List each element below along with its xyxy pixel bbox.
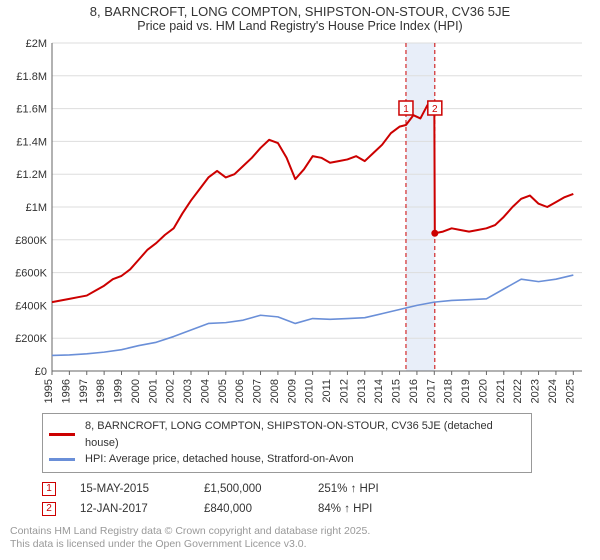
svg-text:2009: 2009 bbox=[286, 379, 298, 403]
svg-text:2025: 2025 bbox=[564, 379, 576, 403]
attribution-text: Contains HM Land Registry data © Crown c… bbox=[10, 525, 590, 552]
svg-text:2020: 2020 bbox=[477, 379, 489, 403]
svg-text:1996: 1996 bbox=[60, 379, 72, 403]
svg-text:2017: 2017 bbox=[425, 379, 437, 403]
svg-text:£1.8M: £1.8M bbox=[16, 71, 47, 83]
chart-title-line1: 8, BARNCROFT, LONG COMPTON, SHIPSTON-ON-… bbox=[0, 4, 600, 19]
svg-text:1997: 1997 bbox=[78, 379, 90, 403]
sale-vs-hpi-1: 251% ↑ HPI bbox=[318, 483, 379, 495]
svg-text:2012: 2012 bbox=[338, 379, 350, 403]
sale-date-2: 12-JAN-2017 bbox=[80, 503, 180, 515]
svg-text:2019: 2019 bbox=[460, 379, 472, 403]
svg-text:2: 2 bbox=[432, 104, 438, 115]
svg-text:2004: 2004 bbox=[199, 379, 211, 403]
attribution-line1: Contains HM Land Registry data © Crown c… bbox=[10, 525, 590, 539]
svg-text:1995: 1995 bbox=[43, 379, 55, 403]
sale-price-2: £840,000 bbox=[204, 503, 294, 515]
svg-text:1998: 1998 bbox=[95, 379, 107, 403]
svg-text:2007: 2007 bbox=[252, 379, 264, 403]
svg-text:2018: 2018 bbox=[443, 379, 455, 403]
svg-text:1: 1 bbox=[403, 104, 409, 115]
svg-text:2013: 2013 bbox=[356, 379, 368, 403]
svg-text:£1.2M: £1.2M bbox=[16, 169, 47, 181]
svg-text:2010: 2010 bbox=[304, 379, 316, 403]
svg-text:1999: 1999 bbox=[113, 379, 125, 403]
sale-vs-hpi-2: 84% ↑ HPI bbox=[318, 503, 372, 515]
svg-text:2008: 2008 bbox=[269, 379, 281, 403]
legend-row-hpi: HPI: Average price, detached house, Stra… bbox=[49, 451, 525, 468]
svg-text:2011: 2011 bbox=[321, 379, 333, 403]
legend-swatch-hpi bbox=[49, 458, 75, 461]
svg-text:2003: 2003 bbox=[182, 379, 194, 403]
sale-marker-2: 2 bbox=[42, 502, 56, 516]
svg-text:2023: 2023 bbox=[530, 379, 542, 403]
svg-text:2021: 2021 bbox=[495, 379, 507, 403]
sale-row-1: 1 15-MAY-2015 £1,500,000 251% ↑ HPI bbox=[42, 479, 590, 499]
svg-text:£200K: £200K bbox=[15, 333, 47, 345]
svg-text:2000: 2000 bbox=[130, 379, 142, 403]
sale-row-2: 2 12-JAN-2017 £840,000 84% ↑ HPI bbox=[42, 499, 590, 519]
sale-events: 1 15-MAY-2015 £1,500,000 251% ↑ HPI 2 12… bbox=[42, 479, 590, 519]
svg-text:£1.6M: £1.6M bbox=[16, 104, 47, 116]
svg-text:£1M: £1M bbox=[26, 202, 47, 214]
chart-legend: 8, BARNCROFT, LONG COMPTON, SHIPSTON-ON-… bbox=[42, 413, 532, 473]
svg-text:2014: 2014 bbox=[373, 379, 385, 403]
sale-date-1: 15-MAY-2015 bbox=[80, 483, 180, 495]
svg-text:2024: 2024 bbox=[547, 379, 559, 403]
svg-text:£0: £0 bbox=[35, 366, 47, 378]
svg-text:2005: 2005 bbox=[217, 379, 229, 403]
svg-text:£400K: £400K bbox=[15, 300, 47, 312]
svg-text:2006: 2006 bbox=[234, 379, 246, 403]
svg-text:2002: 2002 bbox=[165, 379, 177, 403]
price-chart: £0 £200K £400K £600K £800K £1M £1.2M £1.4M £1.6M… bbox=[10, 37, 590, 407]
legend-label-hpi: HPI: Average price, detached house, Stra… bbox=[85, 451, 354, 468]
chart-title-block: 8, BARNCROFT, LONG COMPTON, SHIPSTON-ON-… bbox=[0, 0, 600, 35]
sale-marker-1: 1 bbox=[42, 482, 56, 496]
attribution-line2: This data is licensed under the Open Gov… bbox=[10, 538, 590, 552]
svg-text:2022: 2022 bbox=[512, 379, 524, 403]
svg-text:2001: 2001 bbox=[147, 379, 159, 403]
svg-text:£2M: £2M bbox=[26, 38, 47, 50]
svg-text:£800K: £800K bbox=[15, 235, 47, 247]
svg-text:£1.4M: £1.4M bbox=[16, 136, 47, 148]
svg-text:2016: 2016 bbox=[408, 379, 420, 403]
svg-text:2015: 2015 bbox=[391, 379, 403, 403]
legend-swatch-property bbox=[49, 433, 75, 436]
chart-svg: £0 £200K £400K £600K £800K £1M £1.2M £1.4M £1.6M… bbox=[10, 37, 590, 407]
svg-text:£600K: £600K bbox=[15, 268, 47, 280]
legend-label-property: 8, BARNCROFT, LONG COMPTON, SHIPSTON-ON-… bbox=[85, 418, 525, 451]
chart-title-line2: Price paid vs. HM Land Registry's House … bbox=[0, 19, 600, 33]
legend-row-property: 8, BARNCROFT, LONG COMPTON, SHIPSTON-ON-… bbox=[49, 418, 525, 451]
sale-price-1: £1,500,000 bbox=[204, 483, 294, 495]
